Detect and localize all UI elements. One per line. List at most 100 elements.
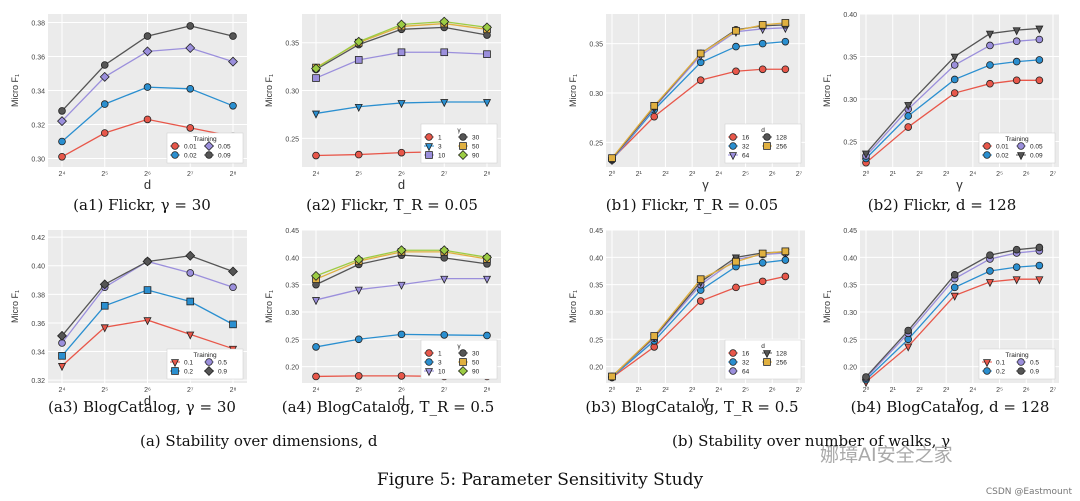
- data-point: [99, 279, 110, 290]
- data-point: [142, 256, 153, 267]
- x-tick-label: 2⁰: [609, 386, 616, 394]
- data-point: [950, 61, 959, 69]
- data-point: [950, 283, 959, 292]
- series-0.2: [862, 261, 1044, 384]
- x-tick-label: 2⁷: [187, 171, 194, 178]
- data-point: [781, 37, 790, 46]
- legend-marker: [171, 367, 179, 375]
- data-point: [482, 275, 492, 284]
- data-point: [440, 48, 449, 57]
- data-point: [353, 254, 364, 265]
- y-axis-label: Micro F₁: [568, 290, 578, 323]
- data-point: [100, 61, 109, 69]
- data-point: [354, 335, 363, 344]
- legend-marker: [729, 349, 737, 357]
- x-tick-label: 2⁵: [996, 387, 1003, 394]
- data-point: [781, 19, 790, 27]
- legend: d 16 32 64 128 256: [724, 123, 802, 164]
- x-tick-label: 2⁴: [59, 387, 66, 394]
- data-point: [57, 116, 67, 127]
- legend-marker: [205, 358, 213, 366]
- x-tick-label: 2⁴: [969, 387, 976, 394]
- legend-label: 3: [438, 360, 442, 367]
- data-point: [311, 63, 321, 74]
- data-point: [758, 277, 767, 286]
- data-point: [1012, 276, 1021, 285]
- series-90: [311, 245, 492, 281]
- data-point: [904, 123, 913, 131]
- y-tick-label: 0.20: [843, 365, 857, 372]
- legend-marker: [763, 142, 771, 150]
- legend-label: 0.05: [218, 144, 231, 151]
- data-point: [354, 103, 363, 113]
- data-point: [986, 251, 994, 259]
- legend-marker: [1017, 367, 1025, 375]
- x-tick-label: 2¹: [636, 171, 643, 178]
- y-axis-label: Micro F₁: [822, 290, 832, 323]
- legend-box: [978, 348, 1056, 380]
- y-tick-label: 0.35: [285, 41, 299, 48]
- legend-marker: [425, 358, 433, 366]
- legend-label: 0.02: [184, 153, 197, 160]
- data-point: [1012, 37, 1021, 46]
- data-point: [483, 50, 491, 58]
- legend-label: 90: [472, 153, 480, 160]
- data-point: [186, 22, 195, 30]
- data-point: [397, 48, 406, 57]
- group-caption-b: (b) Stability over number of walks, γ: [672, 432, 951, 450]
- data-point: [312, 74, 320, 82]
- legend-title: Training: [1005, 352, 1029, 359]
- data-point: [950, 53, 959, 62]
- watermark: 娜璋AI安全之家: [820, 444, 953, 466]
- data-point: [185, 250, 196, 261]
- series-line: [865, 27, 1040, 154]
- legend-box: [724, 123, 802, 164]
- data-point: [781, 272, 790, 281]
- data-point: [439, 245, 450, 256]
- data-point: [186, 269, 195, 277]
- legend-label: 0.09: [218, 153, 231, 160]
- x-axis-label: d: [144, 393, 151, 408]
- series-256: [608, 19, 790, 162]
- x-tick-label: 2⁶: [769, 387, 776, 394]
- y-tick-label: 0.40: [589, 255, 603, 262]
- x-axis-label: γ: [702, 177, 709, 192]
- y-tick-label: 0.30: [843, 97, 857, 104]
- legend-label: 90: [472, 369, 480, 376]
- legend-box: [166, 132, 244, 164]
- x-tick-label: 2⁴: [715, 387, 722, 394]
- data-point: [100, 301, 109, 310]
- data-point: [483, 331, 491, 340]
- x-tick-label: 2⁷: [441, 387, 448, 394]
- legend-label: 0.9: [1030, 369, 1039, 376]
- data-point: [100, 100, 109, 108]
- legend-label: 0.9: [218, 369, 227, 376]
- y-tick-label: 0.35: [589, 283, 603, 290]
- chart-svg: 0.20 0.25 0.30 0.35 0.40 0.45 2⁰ 2¹ 2² 2³ 2⁴ 2⁵ 2⁶ 2⁷…: [822, 228, 1059, 408]
- series-0.05: [57, 43, 238, 127]
- legend-marker: [171, 142, 179, 150]
- data-point: [58, 137, 66, 146]
- data-point: [985, 279, 995, 288]
- legend-label: 10: [438, 153, 446, 160]
- legend: d 16 32 64 128 256: [724, 339, 802, 380]
- legend-marker: [983, 367, 991, 375]
- x-tick-label: 2⁵: [742, 387, 749, 394]
- x-tick-label: 2⁵: [101, 171, 108, 178]
- data-point: [732, 42, 740, 51]
- chart-svg: 0.25 0.30 0.35 2⁰ 2¹ 2² 2³ 2⁴ 2⁵ 2⁶ 2⁷ γ Micro F₁ d 16…: [568, 14, 805, 192]
- legend-marker: [425, 151, 433, 159]
- data-point: [142, 46, 153, 57]
- legend-label: 0.5: [218, 360, 227, 367]
- data-point: [185, 43, 196, 53]
- data-point: [229, 283, 237, 291]
- legend-marker: [728, 152, 738, 161]
- y-tick-label: 0.30: [285, 89, 299, 96]
- data-point: [1035, 76, 1044, 85]
- legend-marker: [762, 350, 772, 359]
- data-point: [440, 275, 449, 284]
- x-axis-label: γ: [956, 393, 963, 408]
- legend-marker: [204, 366, 214, 376]
- data-point: [229, 32, 237, 40]
